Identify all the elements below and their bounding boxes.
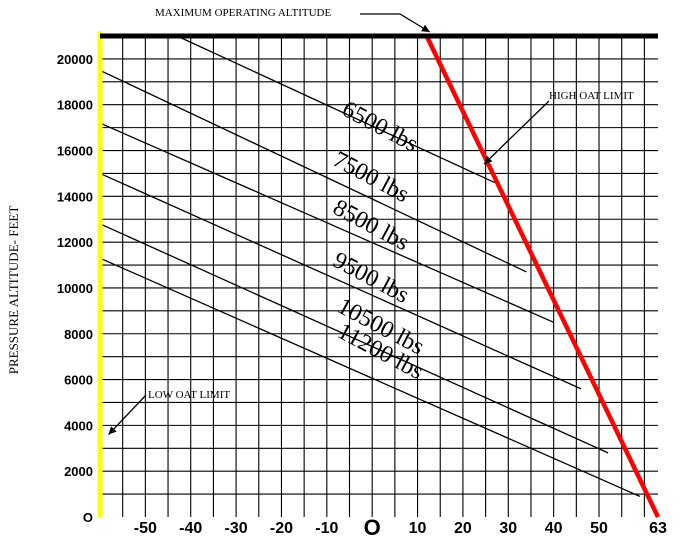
y-tick-label: 4000 [64,418,93,433]
x-tick-label: 63 [649,520,667,537]
y-tick-label: 14000 [57,189,93,204]
annotation-arrow [360,13,431,33]
series-label-6500-lbs: 6500 lbs [338,96,423,157]
y-tick-label: 12000 [57,235,93,250]
y-tick-label: 16000 [57,144,93,159]
annotation-arrow [108,394,147,435]
y-tick-label: 20000 [57,52,93,67]
series-line-7500-lbs [99,69,527,273]
x-tick-label: -20 [270,520,293,537]
x-tick-label: -10 [315,520,338,537]
series-line-8500-lbs [99,122,554,323]
y-tick-label: 6000 [64,373,93,388]
annotation-arrow [483,100,550,165]
x-tick-labels: -50 -40 -30 -20 -10 O 10 20 30 40 50 63 [134,515,667,537]
annotation-high-oat-limit: HIGH OAT LIMIT [549,90,634,102]
x-tick-label: 40 [545,520,563,537]
y-tick-labels: O 2000 4000 6000 8000 10000 12000 14000 16000 180… [57,52,93,525]
annotation-low-oat-limit: LOW OAT LIMIT [148,389,230,401]
x-tick-label: 20 [454,520,472,537]
x-tick-label: -40 [179,520,202,537]
y-axis-label: PRESSURE ALTITUDE- FEET [6,206,21,375]
annotations: MAXIMUM OPERATING ALTITUDE HIGH OAT LIMIT… [108,7,634,435]
y-tick-label: 2000 [64,464,93,479]
y-tick-label: 8000 [64,327,93,342]
y-tick-label: 18000 [57,98,93,113]
y-tick-label: 10000 [57,281,93,296]
x-tick-label: 30 [499,520,517,537]
series-line-6500-lbs [176,35,495,184]
series-line-10500-lbs [99,223,609,454]
x-tick-label: 50 [590,520,608,537]
series-line-11200-lbs [99,257,641,497]
x-tick-label: -30 [225,520,248,537]
x-tick-label: -50 [134,520,157,537]
weight-lines [99,35,641,497]
x-tick-label: 10 [409,520,427,537]
annotation-maximum-operating-altitude: MAXIMUM OPERATING ALTITUDE [155,7,331,19]
series-line-high-oat-limit [424,35,661,518]
y-tick-label: O [83,510,93,525]
limit-lines [97,31,661,518]
series-line-9500-lbs [99,172,582,390]
x-tick-label: O [364,515,381,537]
